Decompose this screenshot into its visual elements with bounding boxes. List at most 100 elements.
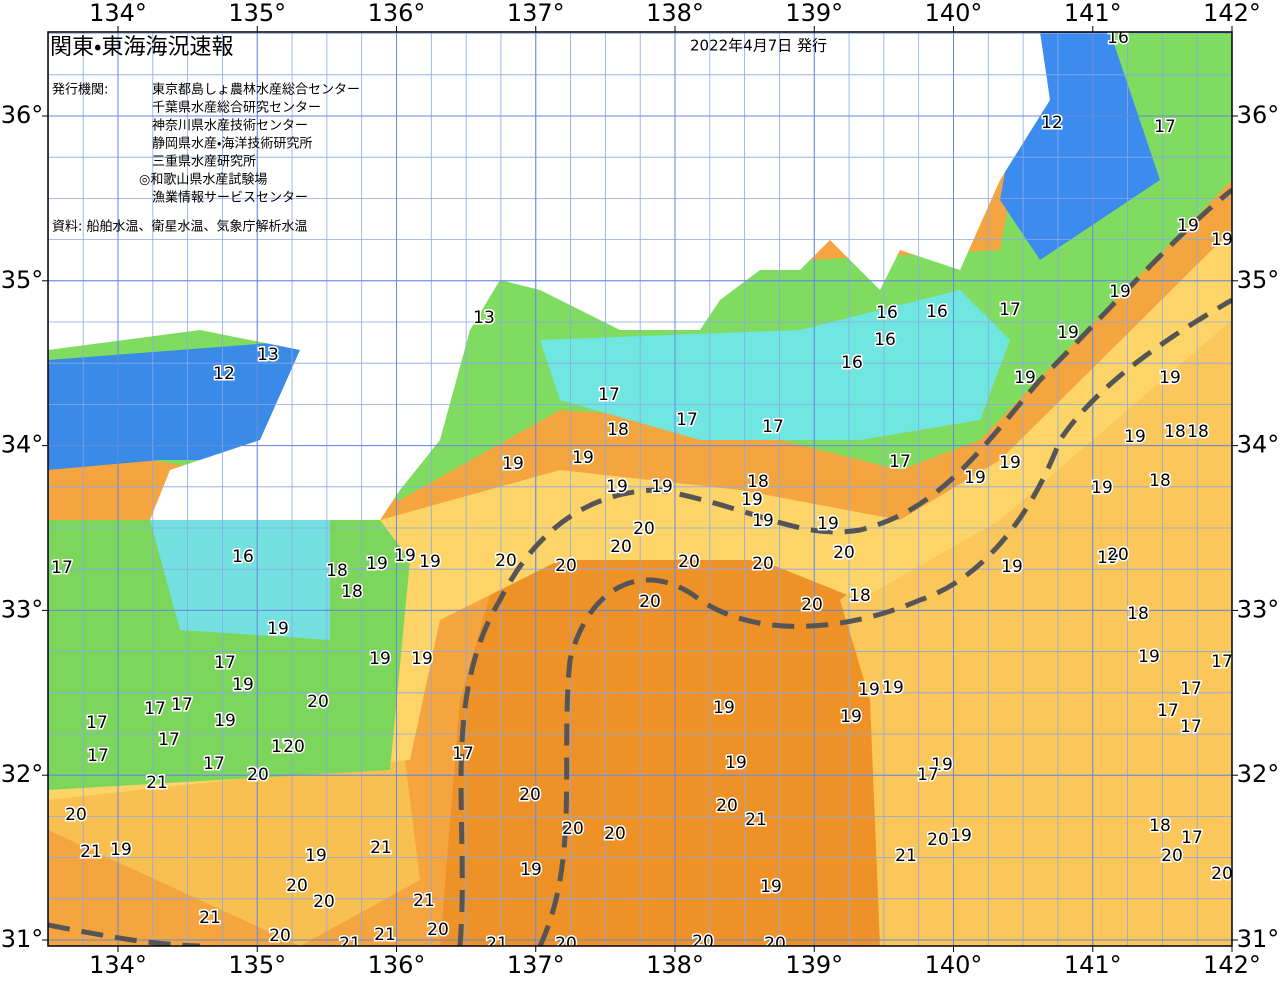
lat-label: 32° [1237,760,1280,788]
contour-label: 18 [1187,422,1209,442]
contour-label: 19 [1211,230,1233,250]
contour-label: 21 [80,842,102,862]
contour-label: 19 [572,448,594,468]
lat-label: 34° [1237,431,1280,459]
contour-label: 17 [1181,828,1203,848]
contour-label: 19 [817,514,839,534]
contour-label: 20 [716,796,738,816]
lat-label: 36° [1237,101,1280,129]
contour-label: 17 [1211,652,1233,672]
contour-label: 17 [144,699,166,719]
lat-label: 36° [1,101,44,129]
contour-label: 19 [1057,323,1079,343]
contour-label: 18 [747,472,769,492]
contour-label: 20 [752,554,774,574]
issuer: ◎和歌山県水産試験場 [139,173,267,188]
contour-label: 19 [752,511,774,531]
contour-label: 19 [1091,478,1113,498]
contour-label: 17 [1157,701,1179,721]
issuer: 神奈川県水産技術センター [152,118,308,134]
contour-label: 17 [1180,679,1202,699]
lon-label: 142° [1203,951,1261,979]
contour-label: 16 [841,353,863,373]
contour-label: 19 [999,453,1021,473]
lon-label: 139° [785,951,843,979]
lon-label: 141° [1064,0,1122,27]
contour-label: 17 [214,653,236,673]
contour-label: 19 [1097,548,1119,568]
lon-label: 138° [646,0,704,27]
contour-label: 19 [394,546,416,566]
cold-water [540,290,1010,440]
grid [48,32,1232,946]
contour-label: 18 [1127,604,1149,624]
issuer: 三重県水産研究所 [152,154,256,170]
contour-label: 19 [1109,282,1131,302]
contour-label: 20 [1161,846,1183,866]
contour-label: 21 [745,810,767,830]
contour-label: 16 [876,303,898,323]
contour-label: 19 [882,678,904,698]
lon-label: 136° [368,0,426,27]
lon-label: 135° [228,951,286,979]
issuer: 漁業情報サービスセンター [152,190,308,206]
contour-label: 19 [110,840,132,860]
contour-label: 17 [917,765,939,785]
contour-label: 21 [199,908,221,928]
lat-label: 31° [1,925,44,953]
contour-label: 19 [651,477,673,497]
contour-label: 19 [369,649,391,669]
contour-label: 21 [339,934,361,954]
issue-date: 2022年4月7日 発行 [690,37,827,55]
contour-label: 12 [213,364,235,384]
contour-label: 20 [639,592,661,612]
contour-label: 21 [895,846,917,866]
contour-label: 20 [692,932,714,952]
contour-label: 20 [519,785,541,805]
contour-label: 19 [1159,368,1181,388]
current-path [537,297,1232,946]
lon-label: 139° [785,0,843,27]
lon-label: 141° [1064,951,1122,979]
issuer: 静岡県水産・海洋技術研究所 [152,136,312,152]
lon-label: 140° [925,951,983,979]
contour-label: 16 [1107,28,1129,48]
lon-label: 134° [89,0,147,27]
contour-label: 17 [999,300,1021,320]
contour-label: 17 [889,452,911,472]
contour-label: 19 [725,753,747,773]
contour-label: 21 [413,891,435,911]
contour-label: 19 [232,675,254,695]
lon-label: 137° [507,951,565,979]
contour-label: 21 [374,925,396,945]
contour-label: 19 [1138,647,1160,667]
contour-label: 19 [760,877,782,897]
contour-label: 18 [849,586,871,606]
issuer: 千葉県水産総合研究センター [152,100,321,116]
contour-label: 19 [931,755,953,775]
contour-label: 17 [1154,117,1176,137]
contour-label: 12 [1041,113,1063,133]
lat-label: 35° [1,266,44,294]
contour-label: 20 [286,876,308,896]
contour-label: 20 [283,737,305,757]
contour-label: 19 [858,680,880,700]
warmest-water [440,560,900,946]
contour-label: 20 [833,543,855,563]
contour-label: 20 [610,537,632,557]
lat-label: 35° [1237,266,1280,294]
title: 関東・東海海況速報 [50,35,233,60]
contour-label: 16 [874,330,896,350]
contour-label: 18 [1164,422,1186,442]
contour-label: 16 [232,547,254,567]
coldest-water-west [48,340,310,470]
contour-label: 17 [51,558,73,578]
contour-label: 20 [555,556,577,576]
contour-label: 20 [495,551,517,571]
